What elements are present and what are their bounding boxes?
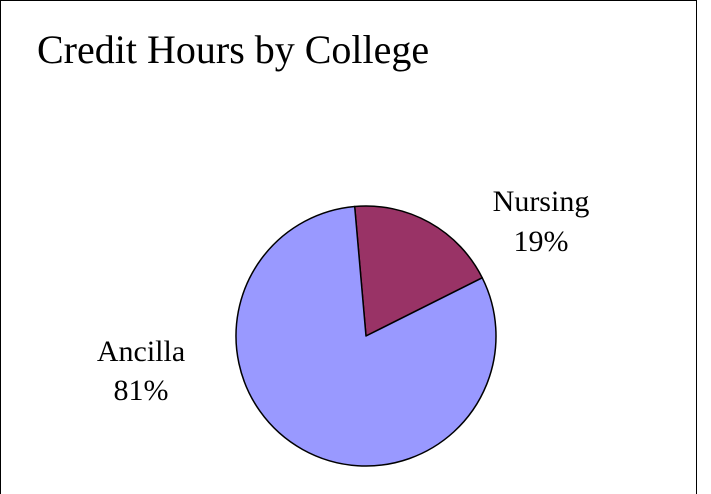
pie-label-ancilla-name: Ancilla [97, 335, 185, 368]
pie-label-nursing-percent: 19% [514, 225, 569, 258]
pie-label-ancilla-percent: 81% [114, 374, 169, 407]
pie-slices [235, 205, 497, 467]
pie-label-nursing-name: Nursing [493, 185, 590, 218]
pie-slice-ancilla [235, 205, 497, 467]
pie-labels: Nursing 19% Ancilla 81% [97, 185, 589, 407]
chart-title: Credit Hours by College [37, 27, 430, 72]
pie-slice-nursing [353, 205, 483, 337]
